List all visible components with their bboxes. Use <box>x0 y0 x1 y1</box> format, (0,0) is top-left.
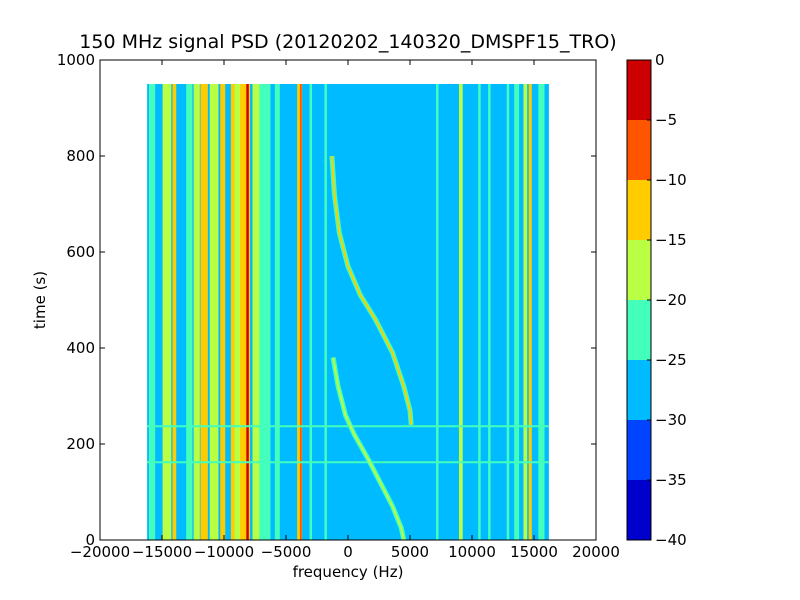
y-axis-label: time (s) <box>31 271 49 329</box>
vertical-line-27 <box>538 84 545 540</box>
trace-upper <box>330 155 413 425</box>
colorbar-tick-label: −15 <box>655 231 687 249</box>
chart-title: 150 MHz signal PSD (20120202_140320_DMSP… <box>79 31 616 53</box>
colorbar-tick-label: −25 <box>655 351 687 369</box>
x-tick-label: −5000 <box>261 543 312 561</box>
plot-area <box>147 84 549 540</box>
colorbar-tick-label: −35 <box>655 471 687 489</box>
colorbar-segment <box>627 480 651 540</box>
vertical-line-26 <box>528 84 532 540</box>
y-tick-label: 1000 <box>57 51 95 69</box>
y-tick-label: 600 <box>66 243 95 261</box>
vertical-line-20 <box>458 84 463 540</box>
vertical-line-13 <box>259 84 271 540</box>
colorbar-tick-label: −20 <box>655 291 687 309</box>
x-axis-label: frequency (Hz) <box>293 563 404 581</box>
colorbar-tick-label: −10 <box>655 171 687 189</box>
colorbar-segment <box>627 420 651 480</box>
vertical-line-17 <box>309 84 313 540</box>
vertical-line-10 <box>240 84 251 540</box>
colorbar-segment <box>627 360 651 420</box>
y-tick-label: 400 <box>66 339 95 357</box>
vertical-line-5 <box>200 84 208 540</box>
vertical-line-12 <box>252 84 260 540</box>
colorbar-segment <box>627 60 651 120</box>
vertical-line-19 <box>436 84 439 540</box>
vertical-line-9 <box>234 84 241 540</box>
y-tick-label: 200 <box>66 435 95 453</box>
colorbar-segment <box>627 240 651 300</box>
heatmap-layer <box>147 84 549 540</box>
vertical-line-22 <box>488 84 491 540</box>
colorbar-segment <box>627 300 651 360</box>
vertical-line-16 <box>299 84 302 540</box>
vertical-line-24 <box>514 84 520 540</box>
vertical-line-3 <box>186 84 193 540</box>
vertical-line-11 <box>246 84 249 540</box>
vertical-line-21 <box>478 84 481 540</box>
colorbar-segment <box>627 120 651 180</box>
x-tick-label: 10000 <box>448 543 496 561</box>
x-tick-label: 5000 <box>391 543 429 561</box>
x-axis: −20000 −15000 −10000 −5000 0 5000 10000 15000 20… <box>70 60 620 561</box>
colorbar-tick-label: 0 <box>655 51 665 69</box>
vertical-line-14 <box>274 84 280 540</box>
colorbar-segment <box>627 180 651 240</box>
vertical-line-2 <box>172 84 177 540</box>
vertical-line-1 <box>162 84 172 540</box>
colorbar-tick-label: −40 <box>655 531 687 549</box>
trace-lower <box>332 357 405 540</box>
vertical-line-4 <box>193 84 200 540</box>
vertical-line-6 <box>209 84 219 540</box>
colorbar-axis: −40 −35 −30 −25 −20 −15 −10 −5 0 <box>647 51 687 549</box>
y-tick-label: 0 <box>85 531 95 549</box>
colorbar <box>627 60 651 540</box>
y-tick-label: 800 <box>66 147 95 165</box>
vertical-line-25 <box>523 84 528 540</box>
vertical-line-15 <box>297 84 303 540</box>
vertical-line-18 <box>324 84 327 540</box>
vertical-line-7 <box>220 84 226 540</box>
x-tick-label: 0 <box>343 543 353 561</box>
x-tick-label: −10000 <box>194 543 254 561</box>
x-tick-label: −20000 <box>70 543 130 561</box>
vertical-line-8 <box>230 84 235 540</box>
vertical-line-0 <box>148 84 156 540</box>
colorbar-tick-label: −5 <box>655 111 677 129</box>
x-tick-label: 15000 <box>510 543 558 561</box>
vertical-line-23 <box>506 84 510 540</box>
x-tick-label: 20000 <box>572 543 620 561</box>
x-tick-label: −15000 <box>132 543 192 561</box>
horizontal-line-1 <box>147 461 549 464</box>
y-axis: 0 200 400 600 800 1000 <box>57 51 596 549</box>
colorbar-tick-label: −30 <box>655 411 687 429</box>
